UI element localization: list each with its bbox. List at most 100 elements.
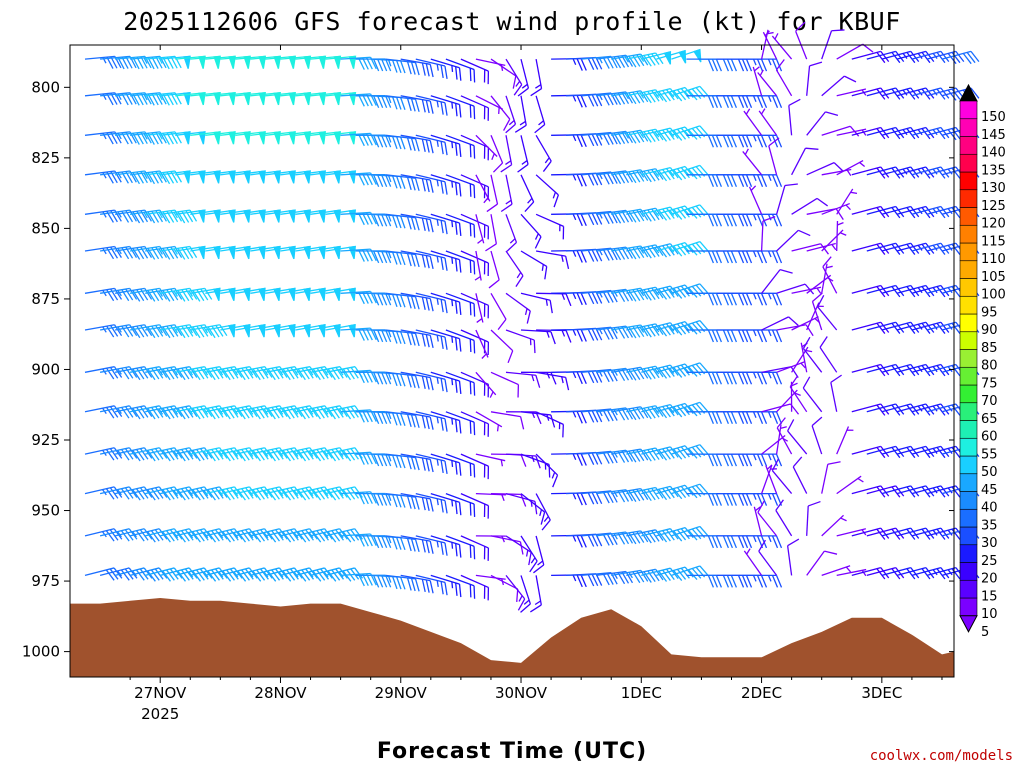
wind-barb <box>656 402 694 418</box>
wind-barb <box>220 528 258 543</box>
wind-barb <box>430 292 462 315</box>
wind-barb <box>881 445 920 459</box>
wind-barb <box>791 197 829 215</box>
wind-barb <box>490 453 527 467</box>
wind-barb <box>762 30 778 60</box>
wind-barb <box>385 535 420 553</box>
colorbar-label: 25 <box>981 554 998 569</box>
wind-barb <box>911 284 950 298</box>
wind-barb <box>190 91 221 106</box>
wind-barb <box>160 567 198 582</box>
wind-barb <box>776 229 811 252</box>
wind-barb <box>235 528 273 543</box>
wind-barb <box>746 492 783 506</box>
wind-barb <box>490 411 525 430</box>
wind-barb <box>475 214 485 244</box>
wind-barb <box>758 108 778 136</box>
wind-barb <box>641 127 679 142</box>
wind-barb <box>400 329 434 349</box>
wind-barb <box>881 126 920 140</box>
colorbar-label: 80 <box>981 359 998 374</box>
colorbar-swatch <box>959 136 978 155</box>
wind-barb <box>500 135 513 173</box>
colorbar-label: 40 <box>981 501 998 516</box>
wind-barb <box>520 535 538 573</box>
wind-barb <box>656 49 687 64</box>
wind-barb <box>190 131 221 145</box>
wind-barb <box>205 528 243 543</box>
colorbar-swatch <box>959 597 978 617</box>
wind-barb <box>535 453 559 488</box>
wind-barb <box>235 486 273 501</box>
wind-barb <box>325 55 357 69</box>
wind-barb <box>400 95 434 114</box>
wind-barb <box>851 403 890 416</box>
wind-barb <box>445 492 476 517</box>
wind-barb <box>355 535 392 549</box>
wind-barb <box>881 87 920 100</box>
wind-barb <box>490 58 517 89</box>
wind-barb <box>881 242 920 255</box>
wind-barb <box>475 411 503 432</box>
colorbar-label: 85 <box>981 341 998 356</box>
wind-barb <box>641 403 679 419</box>
wind-barb <box>896 403 935 416</box>
wind-barb <box>460 292 490 319</box>
wind-barb <box>911 126 950 140</box>
wind-barb <box>430 174 462 197</box>
wind-barb <box>775 59 793 97</box>
wind-barb <box>551 410 587 424</box>
wind-barb <box>370 174 406 189</box>
x-tick-label: 29NOV <box>375 684 428 702</box>
wind-barb <box>114 405 153 420</box>
wind-barb <box>190 55 221 69</box>
wind-barb <box>851 242 890 255</box>
wind-barb <box>551 534 587 548</box>
wind-barb <box>385 95 420 112</box>
wind-barb <box>474 250 482 281</box>
wind-barb <box>626 207 664 222</box>
wind-barb <box>765 464 778 494</box>
x-tick-label: 3DEC <box>861 684 902 702</box>
wind-barb <box>175 567 213 582</box>
wind-barb <box>641 364 679 379</box>
wind-barb <box>911 485 950 498</box>
wind-barb <box>460 493 490 519</box>
wind-barb <box>190 209 221 223</box>
wind-barb <box>641 166 679 182</box>
wind-barb <box>866 485 905 498</box>
wind-barb <box>220 131 251 145</box>
wind-barb <box>355 174 392 187</box>
wind-barb <box>505 250 524 287</box>
wind-barb <box>551 94 587 108</box>
wind-barb <box>821 125 860 137</box>
wind-barb <box>641 322 679 337</box>
wind-barb <box>265 131 296 145</box>
wind-barb <box>851 445 890 459</box>
wind-barbs <box>84 21 980 613</box>
wind-barb <box>787 419 808 455</box>
wind-barb <box>400 134 434 154</box>
wind-barb <box>460 535 490 561</box>
wind-barb <box>175 528 213 543</box>
wind-barb <box>475 492 506 502</box>
wind-barb <box>490 95 511 131</box>
wind-barb <box>114 486 153 501</box>
wind-barb <box>280 91 312 106</box>
wind-barb <box>160 55 191 69</box>
wind-barb <box>821 263 833 294</box>
colorbar-label: 20 <box>981 572 998 587</box>
wind-barb <box>235 447 273 462</box>
wind-barb <box>836 220 844 252</box>
x-axis: 27NOV 2025 28NOV 29NOV 30NOV 1DEC 2DEC 3DEC <box>129 45 943 723</box>
wind-barb <box>295 567 333 582</box>
credit-link[interactable]: coolwx.com/models <box>870 748 1013 764</box>
wind-barb <box>520 213 542 249</box>
wind-barb <box>626 529 664 544</box>
wind-barb <box>789 375 808 413</box>
wind-barb <box>896 166 935 179</box>
wind-barb <box>535 493 551 531</box>
wind-barb <box>445 250 476 275</box>
y-tick-label: 975 <box>31 572 60 590</box>
